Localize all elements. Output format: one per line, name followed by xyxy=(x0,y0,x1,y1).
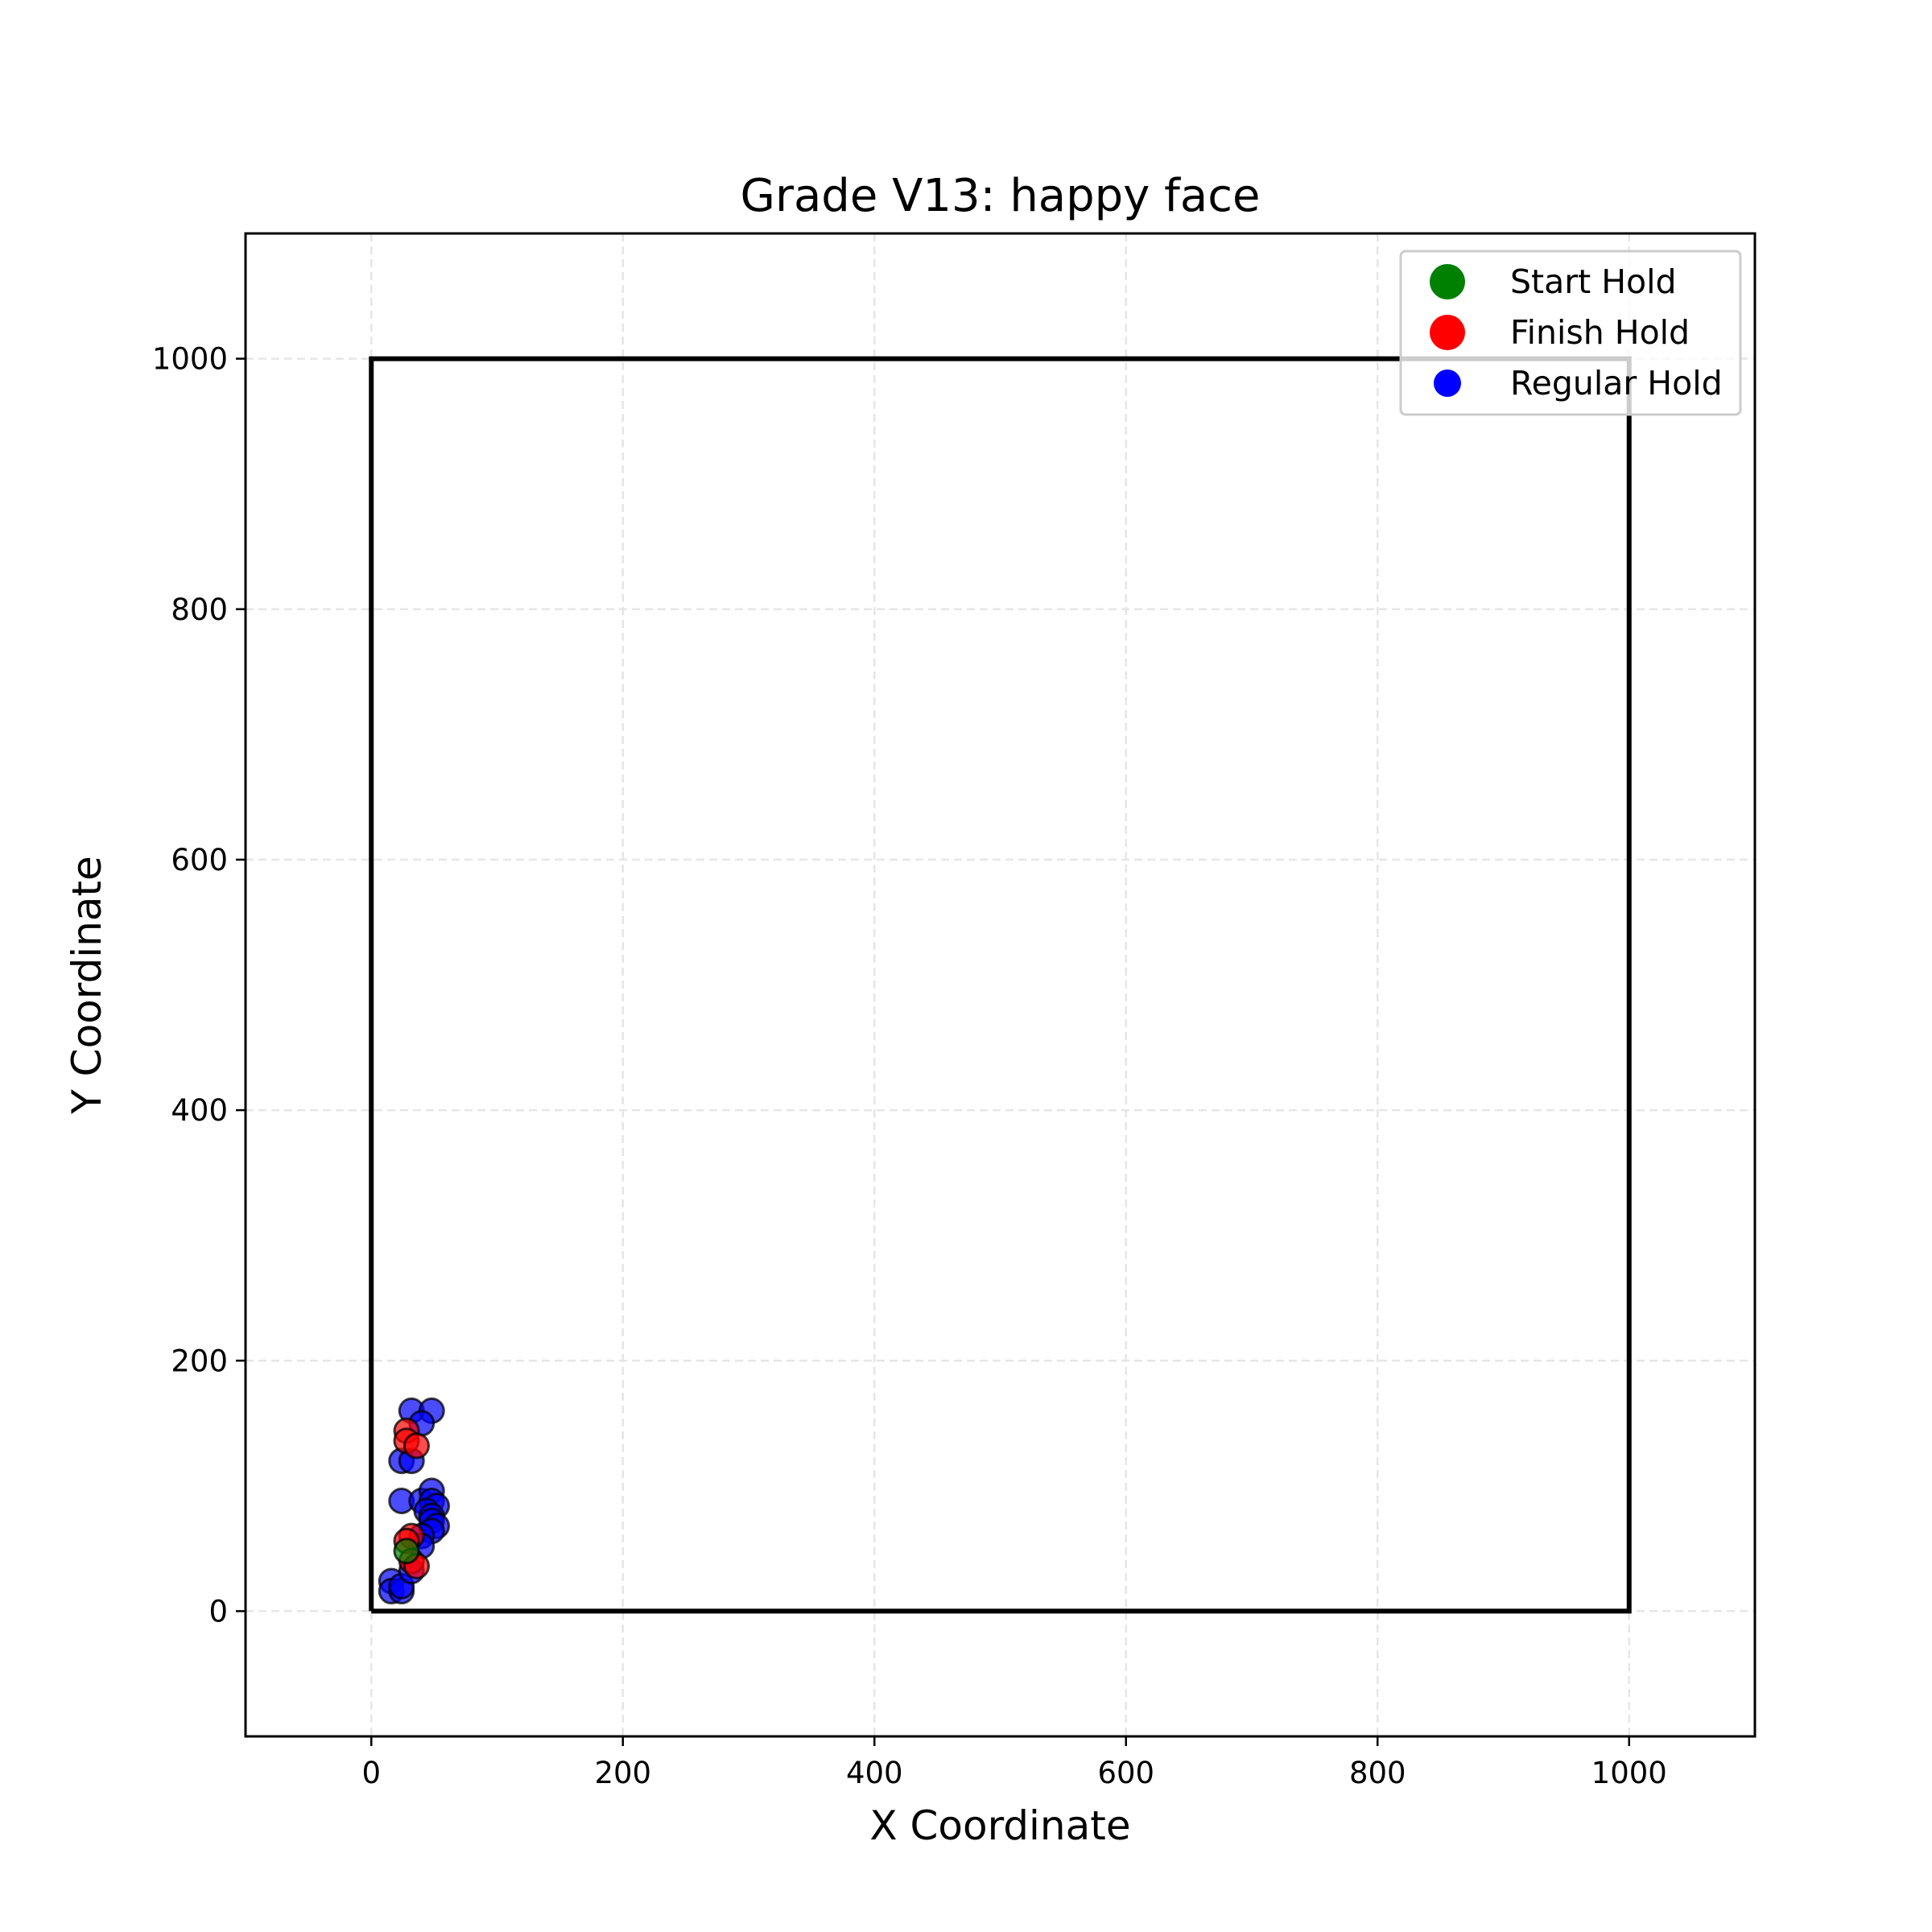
legend-label-finish-hold: Finish Hold xyxy=(1510,313,1690,352)
finish-hold-point xyxy=(403,1432,430,1459)
legend: Start Hold Finish Hold Regular Hold xyxy=(1399,250,1742,416)
axis-ticks: 0 200 400 600 800 1000 0 200 400 600 800 1000 xyxy=(152,342,1667,1790)
plot-area-frame xyxy=(244,232,1757,1738)
y-tick-label: 600 xyxy=(171,843,228,877)
y-tick-label: 200 xyxy=(171,1344,228,1378)
legend-marker-start-hold xyxy=(1430,264,1465,299)
x-axis-label: X Coordinate xyxy=(869,1802,1130,1849)
y-tick-label: 800 xyxy=(171,592,228,627)
x-tick-label: 600 xyxy=(1097,1756,1154,1790)
legend-box xyxy=(1399,250,1742,416)
chart-title: Grade V13: happy face xyxy=(741,170,1261,222)
legend-label-start-hold: Start Hold xyxy=(1510,262,1677,301)
legend-label-regular-hold: Regular Hold xyxy=(1510,364,1723,402)
x-tick-label: 800 xyxy=(1349,1756,1406,1790)
start-hold-point xyxy=(393,1538,420,1565)
y-tick-label: 1000 xyxy=(152,342,228,377)
y-tick-label: 400 xyxy=(171,1093,228,1128)
hold-points xyxy=(378,1397,450,1605)
x-tick-label: 200 xyxy=(594,1756,651,1790)
y-tick-label: 0 xyxy=(208,1594,228,1629)
x-tick-label: 0 xyxy=(361,1756,381,1790)
y-axis-label: Y Coordinate xyxy=(64,856,110,1115)
x-tick-label: 1000 xyxy=(1591,1756,1667,1790)
legend-marker-finish-hold xyxy=(1430,315,1465,350)
legend-entries: Start Hold Finish Hold Regular Hold xyxy=(1430,262,1723,402)
legend-marker-regular-hold xyxy=(1434,369,1461,397)
x-tick-label: 400 xyxy=(846,1756,903,1790)
